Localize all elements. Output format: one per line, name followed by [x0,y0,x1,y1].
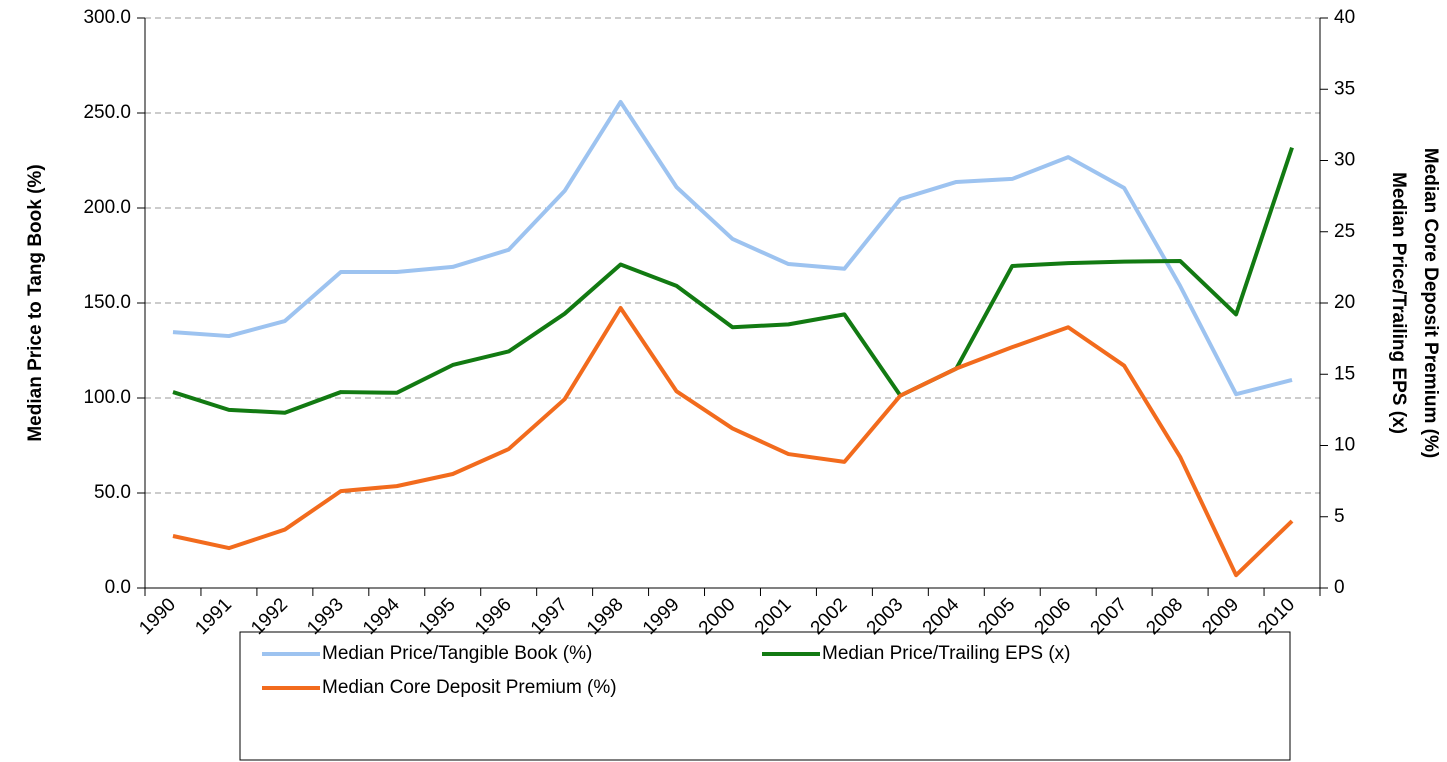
legend-label: Median Price/Tangible Book (%) [322,643,592,664]
y2-tick-label: 15 [1334,363,1355,384]
y2-tick-label: 40 [1334,7,1355,28]
series-line [172,305,1294,578]
y-tick-label: 50.0 [94,482,131,503]
y2-tick-label: 25 [1334,221,1355,242]
x-tick-label: 1990 [135,594,180,639]
y-tick-label: 300.0 [83,7,131,28]
y2-axis-title: Median Core Deposit Premium (%) [1420,148,1441,458]
y2-axis-title: Median Price/Trailing EPS (x) [1388,172,1409,434]
y2-tick-label: 20 [1334,292,1355,313]
y-tick-label: 100.0 [83,387,131,408]
y-tick-label: 250.0 [83,102,131,123]
y2-tick-label: 0 [1334,577,1345,598]
series-line [172,99,1293,397]
legend-label: Median Core Deposit Premium (%) [322,677,617,698]
y-tick-label: 200.0 [83,197,131,218]
y2-tick-label: 10 [1334,435,1355,456]
y-tick-label: 150.0 [83,292,131,313]
x-tick-label: 1991 [191,594,236,639]
y2-tick-label: 30 [1334,150,1355,171]
legend-label: Median Price/Trailing EPS (x) [822,643,1070,664]
y2-tick-label: 5 [1334,506,1345,527]
y-axis-title: Median Price to Tang Book (%) [25,164,46,441]
y-tick-label: 0.0 [105,577,131,598]
series-line [172,147,1294,415]
legend-box [239,631,1291,761]
y2-tick-label: 35 [1334,78,1355,99]
